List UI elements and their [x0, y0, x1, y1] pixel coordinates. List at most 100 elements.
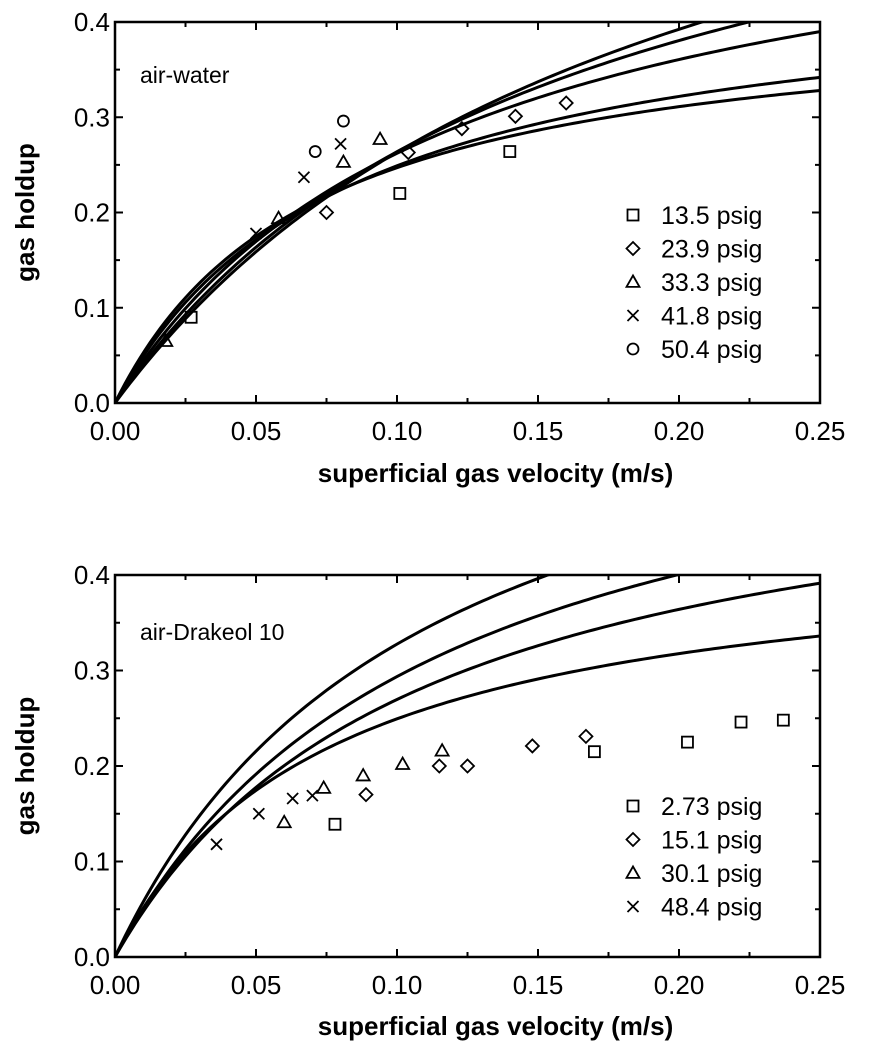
y-tick-label: 0.3 — [74, 656, 110, 686]
data-point — [315, 779, 332, 794]
legend-marker-3 — [624, 864, 642, 879]
data-point — [318, 204, 335, 221]
series-1-points — [328, 713, 790, 831]
data-point — [503, 145, 517, 158]
data-point — [734, 715, 748, 729]
y-tick-label: 0.1 — [74, 847, 110, 877]
x-tick-label: 0.25 — [795, 970, 846, 1000]
legend: 2.73 psig 15.1 psig 30.1 psig 48.4 psig — [624, 793, 762, 922]
x-tick-label: 0.10 — [372, 416, 423, 446]
fit-curve-3 — [115, 30, 820, 403]
x-tick-label: 0.15 — [513, 970, 564, 1000]
legend-marker-1 — [626, 208, 640, 222]
legend-label-2: 15.1 psig — [661, 827, 762, 855]
x-tick-label: 0.10 — [372, 970, 423, 1000]
data-point — [306, 789, 319, 802]
series-2-points — [358, 728, 594, 803]
legend-label-3: 33.3 psig — [661, 269, 762, 297]
fit-curves — [115, 22, 820, 403]
legend-label-2: 23.9 psig — [661, 236, 762, 264]
x-tick-label: 0.20 — [654, 970, 705, 1000]
legend-label-5: 50.4 psig — [661, 336, 762, 364]
data-point — [454, 120, 470, 137]
legend-marker-4 — [626, 900, 640, 913]
y-tick-label: 0.4 — [74, 560, 110, 590]
data-point — [524, 738, 541, 754]
x-tick-label: 0.05 — [231, 970, 282, 1000]
fit-curve-4 — [115, 575, 552, 957]
data-point — [249, 227, 263, 240]
legend: 13.5 psig 23.9 psig 33.3 psig 41.8 psig 50.4… — [624, 202, 762, 364]
series-3-points — [276, 742, 451, 829]
data-point — [434, 742, 451, 757]
data-point — [184, 310, 198, 324]
fit-curve-5 — [115, 22, 707, 403]
legend-label-1: 2.73 psig — [661, 793, 762, 821]
legend-marker-3 — [624, 273, 642, 288]
y-axis-title: gas holdup — [10, 697, 40, 836]
y-tick-label: 0.2 — [74, 198, 110, 228]
series-3-points — [157, 130, 389, 347]
legend-label-4: 48.4 psig — [661, 894, 762, 922]
chart-panel-1: 0.00 0.05 0.10 0.15 0.20 0.25 0.0 0.1 0.2 0.3 0.4 s… — [10, 7, 846, 488]
panel-title: air-Drakeol 10 — [140, 619, 284, 645]
x-tick-label: 0.25 — [795, 416, 846, 446]
y-tick-label: 0.2 — [74, 751, 110, 781]
data-point — [358, 786, 374, 803]
data-point — [297, 171, 311, 184]
data-point — [328, 817, 342, 831]
panel-title: air-water — [140, 62, 230, 88]
data-point — [507, 108, 524, 125]
data-point — [308, 145, 322, 158]
data-point — [270, 209, 287, 224]
data-point — [681, 735, 694, 749]
data-point — [400, 144, 417, 161]
data-point — [335, 153, 352, 168]
legend-marker-1 — [626, 799, 640, 813]
series-4-points — [210, 789, 319, 851]
x-tick-label: 0.15 — [513, 416, 564, 446]
legend-marker-2 — [625, 831, 641, 848]
y-tick-label: 0.3 — [74, 102, 110, 132]
series-1-points — [184, 145, 517, 324]
series-4-points — [249, 137, 347, 240]
data-point — [372, 130, 389, 145]
legend-marker-4 — [626, 309, 640, 322]
x-tick-label: 0.05 — [231, 416, 282, 446]
legend-marker-5 — [626, 342, 640, 356]
legend-label-1: 13.5 psig — [661, 202, 762, 230]
data-point — [252, 807, 265, 820]
legend-label-4: 41.8 psig — [661, 303, 762, 331]
data-point — [286, 792, 299, 805]
y-axis-title: gas holdup — [10, 143, 40, 282]
data-point — [210, 838, 223, 851]
legend-label-3: 30.1 psig — [661, 860, 762, 888]
series-2-points — [318, 95, 574, 221]
x-axis-title: superficial gas velocity (m/s) — [318, 1011, 673, 1041]
fit-curves — [115, 575, 820, 957]
data-point — [459, 758, 476, 774]
y-tick-label: 0.0 — [74, 388, 110, 418]
fit-curve-3 — [115, 575, 684, 957]
legend-marker-2 — [625, 240, 641, 257]
fit-curve-1 — [115, 88, 820, 403]
fit-curve-2 — [115, 75, 820, 403]
fit-curve-4 — [115, 22, 756, 403]
data-point — [394, 755, 411, 770]
data-point — [578, 728, 594, 745]
x-tick-label: 0.20 — [654, 416, 705, 446]
data-point — [276, 814, 293, 829]
data-point — [355, 767, 372, 782]
fit-curve-2 — [115, 581, 820, 957]
data-point — [588, 745, 601, 759]
data-point — [157, 332, 174, 347]
data-point — [776, 713, 790, 727]
x-axis-title: superficial gas velocity (m/s) — [318, 458, 673, 488]
data-point — [334, 137, 347, 151]
data-point — [558, 95, 574, 111]
data-point — [431, 758, 448, 774]
data-point — [337, 114, 350, 128]
y-tick-label: 0.1 — [74, 293, 110, 323]
x-tick-label: 0.00 — [90, 416, 141, 446]
